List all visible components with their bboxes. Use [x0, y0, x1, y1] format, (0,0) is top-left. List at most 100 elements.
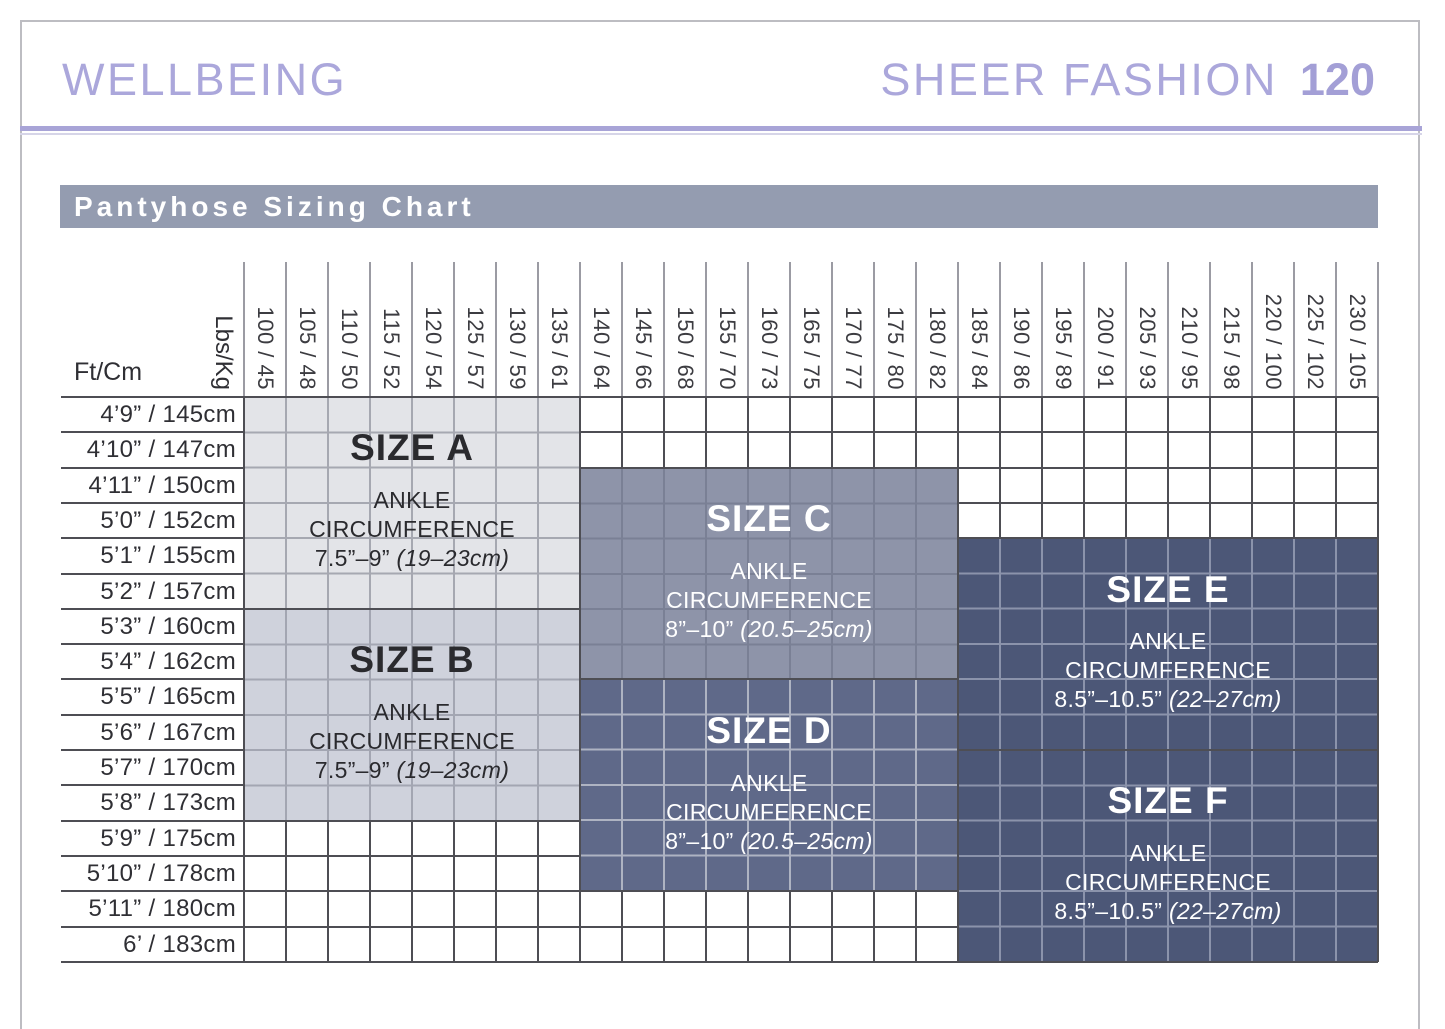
weight-column-label: 135 / 61: [547, 306, 572, 390]
weight-column-label: 225 / 102: [1303, 293, 1328, 390]
grid-vline: [243, 397, 245, 962]
ankle-line: ANKLE: [1129, 840, 1207, 867]
size-description: ANKLE CIRCUMFERENCE 8.5”–10.5” (22–27cm): [959, 627, 1377, 714]
weight-column-label: 200 / 91: [1093, 306, 1118, 390]
masthead-right: SHEER FASHION 120: [880, 54, 1375, 106]
header-gridline: [327, 262, 329, 397]
grid-hline: [61, 678, 1378, 681]
weight-column-label: 130 / 59: [505, 306, 530, 390]
height-row-label: 4’10” / 147cm: [86, 436, 236, 464]
weight-column-label: 140 / 64: [589, 306, 614, 390]
size-description: ANKLE CIRCUMFERENCE 8”–10” (20.5–25cm): [581, 769, 957, 856]
grid-hline: [61, 431, 1378, 434]
range-line: 7.5”–9” (19–23cm): [314, 545, 510, 572]
size-description: ANKLE CIRCUMFERENCE 8”–10” (20.5–25cm): [581, 557, 957, 644]
weight-column-label: 195 / 89: [1051, 306, 1076, 390]
range-line: 8”–10” (20.5–25cm): [665, 827, 873, 854]
ankle-line: ANKLE: [373, 698, 451, 725]
header-gridline: [1251, 262, 1253, 397]
circumference-line: CIRCUMFERENCE: [666, 798, 872, 825]
height-row-label: 4’9” / 145cm: [100, 401, 236, 428]
weight-column-label: 110 / 50: [337, 308, 362, 390]
height-row-label: 5’5” / 165cm: [100, 683, 236, 711]
weight-column-label: 155 / 70: [715, 306, 740, 390]
weight-column-label: 215 / 98: [1219, 306, 1244, 390]
header-gridline: [411, 262, 413, 397]
height-row-label: 5’2” / 157cm: [100, 577, 236, 605]
height-row-label: 5’9” / 175cm: [100, 824, 236, 852]
header-gridline: [1335, 262, 1337, 397]
header-gridline: [621, 262, 623, 397]
header-gridline: [453, 262, 455, 397]
weight-column-label: 160 / 73: [757, 306, 782, 390]
header-gridline: [537, 262, 539, 397]
header-gridline: [1125, 262, 1127, 397]
size-description: ANKLE CIRCUMFERENCE 7.5”–9” (19–23cm): [245, 698, 579, 785]
circumference-line: CIRCUMFERENCE: [1065, 869, 1271, 896]
range-line: 8”–10” (20.5–25cm): [665, 615, 873, 642]
grid-hline: [61, 960, 1378, 963]
circumference-line: CIRCUMFERENCE: [666, 586, 872, 613]
height-row-label: 5’8” / 173cm: [100, 789, 236, 817]
weight-column-label: 220 / 100: [1261, 293, 1286, 390]
size-title: SIZE F: [1107, 780, 1229, 822]
size-title: SIZE B: [349, 639, 475, 681]
header-gridline: [831, 262, 833, 397]
range-line: 7.5”–9” (19–23cm): [314, 756, 510, 783]
weight-column-label: 115 / 52: [379, 308, 404, 390]
weight-column-label: 120 / 54: [421, 306, 446, 390]
grid-vline: [915, 397, 917, 962]
size-title: SIZE C: [706, 497, 832, 539]
height-row-label: 5’10” / 178cm: [86, 859, 236, 887]
size-title: SIZE A: [350, 427, 474, 469]
weight-column-label: 170 / 77: [841, 306, 866, 390]
grid-vline: [579, 397, 581, 962]
grid-hline: [61, 466, 1378, 469]
size-region-d: SIZE D ANKLE CIRCUMFERENCE 8”–10” (20.5–25c…: [581, 680, 957, 891]
size-description: ANKLE CIRCUMFERENCE 8.5”–10.5” (22–27cm): [959, 839, 1377, 926]
weight-column-label: 185 / 84: [967, 306, 992, 390]
header-gridline: [1041, 262, 1043, 397]
grid-vline: [663, 397, 665, 962]
height-row-label: 4’11” / 150cm: [88, 471, 236, 499]
height-row-label: 5’3” / 160cm: [100, 612, 236, 640]
header-gridline: [873, 262, 875, 397]
header-gridline: [1209, 262, 1211, 397]
publication-title: SHEER FASHION: [880, 54, 1278, 105]
height-row-label: 5’4” / 162cm: [100, 648, 236, 676]
circumference-line: CIRCUMFERENCE: [309, 727, 515, 754]
weight-column-label: 190 / 86: [1009, 306, 1034, 390]
ankle-line: ANKLE: [1129, 628, 1207, 655]
size-title: SIZE E: [1106, 568, 1230, 610]
height-row-label: 5’11” / 180cm: [88, 895, 236, 923]
weight-column-label: 180 / 82: [925, 306, 950, 390]
header-gridline: [1293, 262, 1295, 397]
weight-column-label: 230 / 105: [1345, 293, 1370, 390]
header-rule-thin: [20, 133, 1422, 135]
grid-vline: [831, 397, 833, 962]
weight-column-label: 145 / 66: [631, 306, 656, 390]
header-gridline: [705, 262, 707, 397]
weight-column-label: 100 / 45: [253, 306, 278, 390]
size-region-b: SIZE B ANKLE CIRCUMFERENCE 7.5”–9” (19–23cm…: [245, 609, 579, 820]
ankle-line: ANKLE: [730, 557, 808, 584]
header-rule: [20, 126, 1422, 131]
header-gridline: [579, 262, 581, 397]
header-gridline: [1167, 262, 1169, 397]
page-number: 120: [1299, 54, 1375, 105]
header-gridline: [1377, 262, 1379, 397]
size-region-f: SIZE F ANKLE CIRCUMFERENCE 8.5”–10.5” (22–2…: [959, 751, 1377, 961]
header-gridline: [495, 262, 497, 397]
header-gridline: [369, 262, 371, 397]
header-gridline: [915, 262, 917, 397]
size-region-e: SIZE E ANKLE CIRCUMFERENCE 8.5”–10.5” (22–2…: [959, 539, 1377, 749]
header-gridline: [663, 262, 665, 397]
grid-vline: [747, 397, 749, 962]
weight-column-label: 105 / 48: [295, 306, 320, 390]
weight-column-label: 150 / 68: [673, 306, 698, 390]
header-gridline: [999, 262, 1001, 397]
grid-vline: [789, 397, 791, 962]
height-row-label: 5’1” / 155cm: [100, 542, 236, 570]
